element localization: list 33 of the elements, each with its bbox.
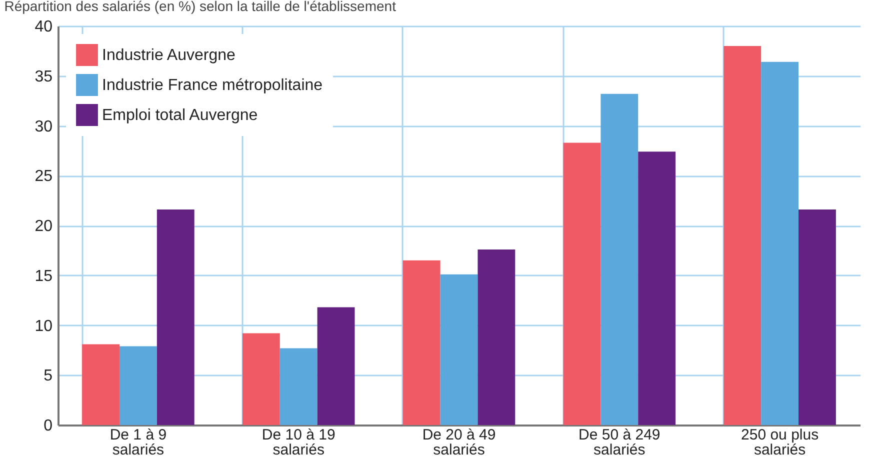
bar	[82, 344, 120, 425]
bar	[119, 346, 157, 425]
x-tick-label: De 1 à 9 salariés	[110, 426, 167, 458]
x-tick-label: De 10 à 19 salariés	[262, 426, 336, 458]
bar	[156, 210, 194, 425]
y-tick-label: 30	[34, 118, 53, 136]
y-tick-label: 5	[44, 368, 53, 385]
bar	[242, 333, 280, 425]
legend-label: Industrie Auvergne	[102, 47, 236, 64]
bar	[600, 94, 638, 425]
x-tick-label: De 20 à 49 salariés	[422, 426, 496, 458]
y-tick-label: 20	[34, 218, 53, 235]
y-tick-label: 15	[34, 268, 53, 285]
bar	[761, 62, 799, 425]
bar	[402, 260, 440, 425]
chart-title: Répartition des salariés (en %) selon la taille de l'établissement	[4, 0, 396, 14]
x-tick-label: De 50 à 249 salariés	[578, 426, 660, 458]
y-tick-label: 40	[34, 18, 53, 36]
legend-label: Emploi total Auvergne	[102, 107, 258, 124]
bar	[478, 249, 516, 425]
legend-label: Industrie France métropolitaine	[102, 77, 323, 94]
y-tick-label: 0	[44, 418, 53, 434]
bar	[724, 46, 762, 425]
bar	[563, 142, 601, 425]
y-tick-label: 25	[34, 168, 53, 186]
y-tick-label: 10	[34, 318, 53, 335]
x-tick-label: 250 ou plus salariés	[741, 426, 819, 458]
bar	[798, 210, 836, 425]
bar	[317, 307, 355, 425]
bar	[280, 348, 318, 425]
bar	[440, 274, 478, 425]
bar	[638, 152, 676, 425]
y-tick-label: 35	[34, 68, 53, 86]
